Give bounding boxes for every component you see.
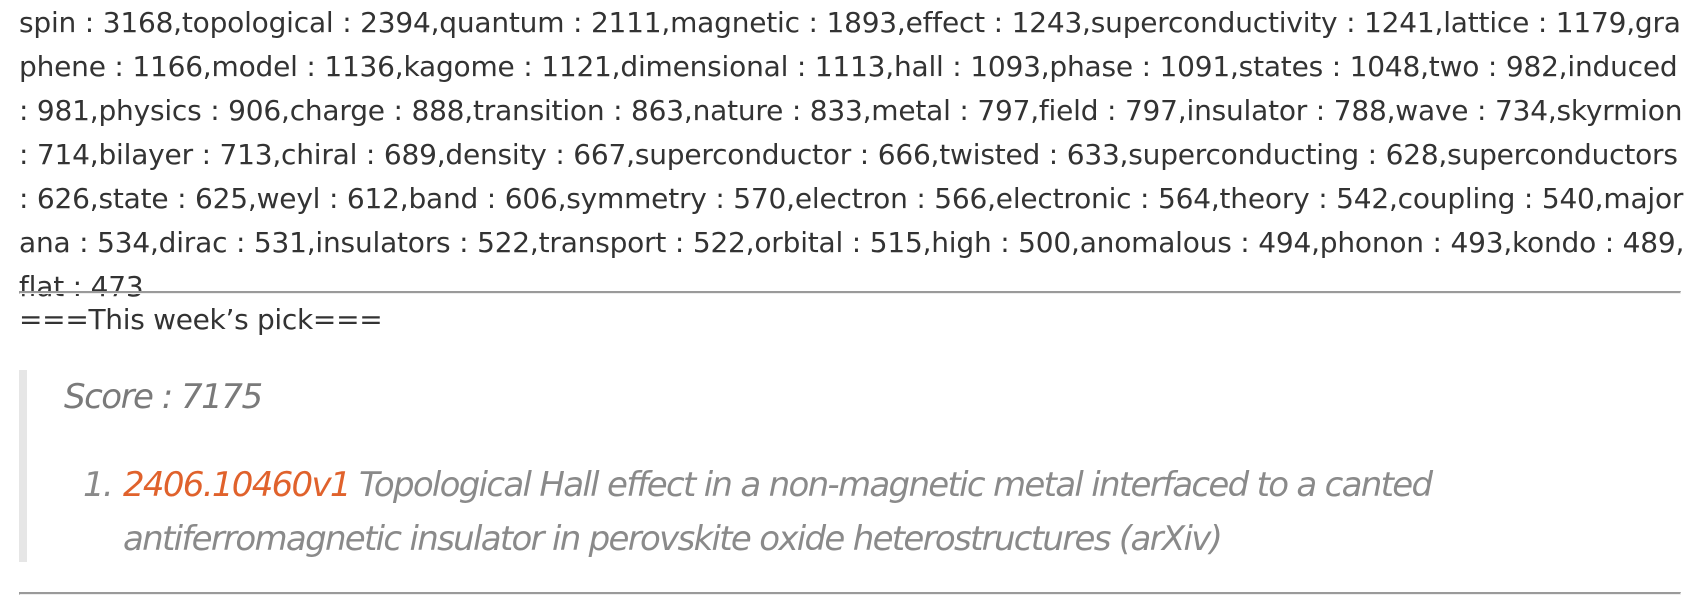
arxiv-id-link[interactable]: 2406.10460v1 xyxy=(123,465,352,505)
pick-blockquote: Score : 7175 1. 2406.10460v1 Topological… xyxy=(19,370,1687,562)
score-text: Score : 7175 xyxy=(64,377,263,417)
paper-title: Topological Hall effect in a non-magneti… xyxy=(123,465,1433,559)
divider xyxy=(19,592,1681,595)
divider xyxy=(19,291,1681,294)
word-frequency-list: spin : 3168,topological : 2394,quantum :… xyxy=(19,6,1685,303)
list-number: 1. xyxy=(83,465,114,505)
weekly-pick-heading: ===This week’s pick=== xyxy=(19,303,383,336)
pick-list: 1. 2406.10460v1 Topological Hall effect … xyxy=(83,458,1696,566)
list-item: 1. 2406.10460v1 Topological Hall effect … xyxy=(83,458,1696,566)
